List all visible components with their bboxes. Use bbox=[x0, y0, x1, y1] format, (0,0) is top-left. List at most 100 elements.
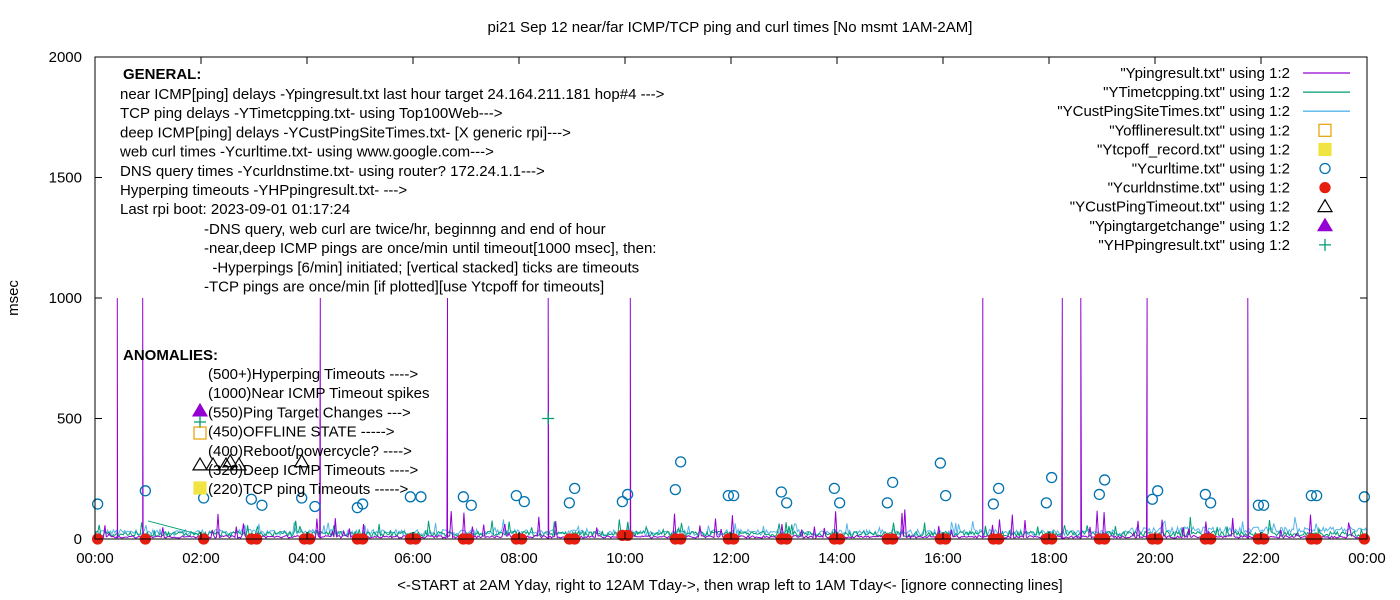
series-connecting-line bbox=[147, 520, 199, 535]
curl-point bbox=[1258, 499, 1270, 511]
anomaly-line: (220)TCP ping Timeouts -----> bbox=[208, 481, 408, 498]
curl-point bbox=[1305, 489, 1317, 502]
legend-key bbox=[1319, 162, 1331, 175]
curl-point bbox=[622, 488, 634, 501]
y-tick-label: 1000 bbox=[49, 290, 82, 307]
curl-point bbox=[510, 489, 522, 502]
curl-point bbox=[356, 498, 369, 510]
x-tick-label: 00:00 bbox=[1348, 550, 1386, 567]
anomaly-line: (1000)Near ICMP Timeout spikes bbox=[208, 385, 429, 402]
legend-label: "YCustPingSiteTimes.txt" using 1:2 bbox=[1057, 103, 1290, 120]
legend-key bbox=[1318, 123, 1332, 137]
deep-icmp-timeout-point bbox=[222, 453, 239, 468]
curl-point bbox=[256, 499, 268, 511]
curl-point bbox=[1093, 488, 1105, 501]
curl-point bbox=[518, 495, 530, 508]
curl-point bbox=[1358, 491, 1370, 503]
anomaly-line: (400)Reboot/powercycle? ----> bbox=[208, 443, 412, 460]
legend-label: "YTimetcpping.txt" using 1:2 bbox=[1103, 84, 1290, 101]
general-line: Hyperping timeouts -YHPpingresult.txt- -… bbox=[120, 182, 407, 199]
curl-point bbox=[92, 498, 104, 510]
anomaly-key-deep-timeout bbox=[191, 456, 209, 471]
general-line: TCP ping delays -YTimetcpping.txt- using… bbox=[120, 105, 503, 122]
legend-label: "Ycurltime.txt" using 1:2 bbox=[1132, 161, 1290, 178]
curl-point bbox=[569, 482, 581, 495]
general-line: web curl times -Ycurltime.txt- using www… bbox=[119, 144, 494, 161]
curl-point bbox=[1046, 471, 1058, 484]
general-note: -near,deep ICMP pings are once/min until… bbox=[204, 240, 656, 257]
curl-point bbox=[465, 499, 477, 511]
legend-key bbox=[1319, 181, 1331, 194]
x-tick-label: 10:00 bbox=[606, 550, 644, 567]
curl-point bbox=[834, 497, 846, 509]
curl-point bbox=[828, 482, 840, 495]
curl-point bbox=[1040, 497, 1052, 509]
x-tick-label: 20:00 bbox=[1136, 550, 1174, 567]
curl-point bbox=[993, 482, 1005, 495]
legend: "Ypingresult.txt" using 1:2 "YTimetcpping… bbox=[1057, 65, 1350, 254]
legend-label: "Yofflineresult.txt" using 1:2 bbox=[1109, 122, 1290, 139]
anomaly-line: (320)Deep ICMP Timeouts ----> bbox=[208, 462, 418, 479]
deep-icmp-timeout-point bbox=[293, 453, 310, 468]
curl-point bbox=[728, 489, 740, 502]
curl-point bbox=[616, 495, 628, 508]
curl-point bbox=[457, 491, 470, 503]
x-tick-label: 00:00 bbox=[76, 550, 114, 567]
legend-label: "Ytcpoff_record.txt" using 1:2 bbox=[1097, 141, 1290, 158]
anomalies-header: ANOMALIES: bbox=[123, 347, 218, 364]
y-tick-label: 500 bbox=[57, 411, 82, 428]
curl-point bbox=[1311, 489, 1323, 502]
anomaly-line: (450)OFFLINE STATE -----> bbox=[208, 424, 395, 441]
legend-label: "YCustPingTimeout.txt" using 1:2 bbox=[1070, 199, 1290, 216]
curl-point bbox=[1152, 485, 1164, 497]
anomaly-key-target-change bbox=[191, 402, 209, 417]
x-tick-label: 12:00 bbox=[712, 550, 750, 567]
general-line: DNS query times -Ycurldnstime.txt- using… bbox=[120, 163, 545, 180]
curl-point bbox=[245, 493, 258, 505]
x-tick-label: 18:00 bbox=[1030, 550, 1068, 567]
anomaly-key-deep-timeout bbox=[204, 456, 222, 471]
curl-point bbox=[1099, 474, 1111, 486]
x-tick-label: 22:00 bbox=[1242, 550, 1280, 567]
general-note: -TCP pings are once/min [if plotted][use… bbox=[204, 279, 604, 296]
axes-layer: 00:00 02:00 04:00 06:00 08:00 10:00 12:00 14:00… bbox=[49, 49, 1386, 567]
curl-point bbox=[563, 497, 575, 509]
anomaly-line: (500+)Hyperping Timeouts ----> bbox=[208, 366, 418, 383]
legend-label: "YHPpingresult.txt" using 1:2 bbox=[1098, 237, 1290, 254]
general-line: near ICMP[ping] delays -Ypingresult.txt … bbox=[120, 86, 665, 103]
x-tick-label: 06:00 bbox=[394, 550, 432, 567]
annotations: GENERAL: near ICMP[ping] delays -Ypingres… bbox=[119, 66, 665, 498]
anomaly-key-hyperping bbox=[194, 416, 206, 428]
general-header: GENERAL: bbox=[123, 66, 201, 83]
curl-point bbox=[309, 500, 321, 513]
legend-label: "Ypingresult.txt" using 1:2 bbox=[1120, 65, 1290, 82]
x-tick-label: 16:00 bbox=[924, 550, 962, 567]
curl-point bbox=[1146, 493, 1158, 505]
legend-key bbox=[1316, 217, 1334, 232]
curl-point bbox=[940, 489, 952, 502]
x-tick-label: 02:00 bbox=[182, 550, 220, 567]
curl-point bbox=[1205, 497, 1217, 509]
anomaly-key-offline bbox=[193, 426, 207, 440]
general-note: -DNS query, web curl are twice/hr, begin… bbox=[204, 221, 606, 238]
general-note: -Hyperpings [6/min] initiated; [vertical… bbox=[204, 259, 639, 276]
anomaly-key-deep-timeout bbox=[230, 456, 248, 471]
y-axis-label: msec bbox=[5, 280, 22, 316]
y-tick-label: 1500 bbox=[49, 170, 82, 187]
curl-point bbox=[296, 492, 308, 504]
x-axis-label: <-START at 2AM Yday, right to 12AM Tday-… bbox=[397, 577, 1062, 594]
curl-point bbox=[775, 486, 787, 498]
general-line: Last rpi boot: 2023-09-01 01:17:24 bbox=[120, 201, 350, 218]
curl-point bbox=[887, 476, 899, 489]
curl-point bbox=[934, 457, 946, 469]
curl-point bbox=[675, 456, 687, 468]
anomaly-line: (550)Ping Target Changes ---> bbox=[208, 404, 411, 421]
anomaly-key-deep-timeout bbox=[217, 456, 235, 471]
chart-title: pi21 Sep 12 near/far ICMP/TCP ping and c… bbox=[488, 19, 973, 36]
x-tick-label: 08:00 bbox=[500, 550, 538, 567]
curl-point bbox=[1199, 488, 1211, 501]
hyperping-point bbox=[542, 412, 555, 425]
anomaly-key-tcp-timeout bbox=[193, 481, 207, 495]
curl-point bbox=[881, 497, 893, 509]
